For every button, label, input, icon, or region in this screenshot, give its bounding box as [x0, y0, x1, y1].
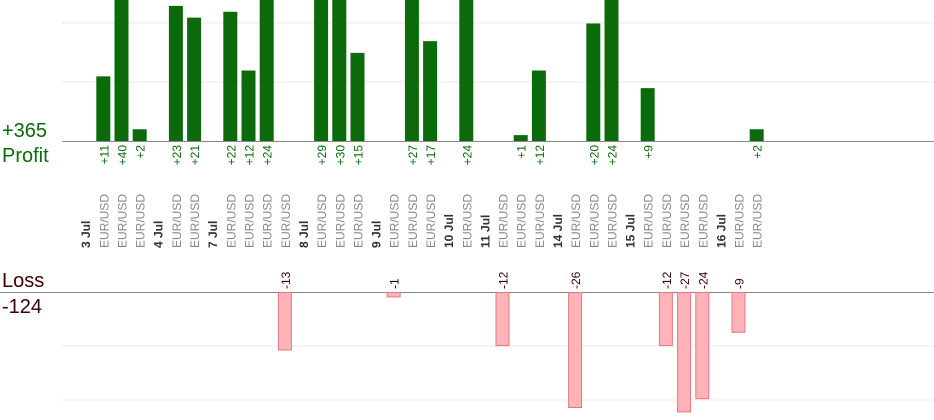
- symbol-label: EUR/USD: [606, 194, 620, 248]
- symbol-label: EUR/USD: [97, 194, 111, 248]
- loss-value-label: -1: [388, 278, 402, 289]
- symbol-label: EUR/USD: [170, 194, 184, 248]
- symbol-label: EUR/USD: [587, 194, 601, 248]
- profit-value-label: +23: [170, 145, 184, 166]
- symbol-label: EUR/USD: [497, 194, 511, 248]
- loss-bar: [386, 292, 401, 298]
- loss-label: Loss: [2, 270, 45, 292]
- symbol-label: EUR/USD: [188, 194, 202, 248]
- symbol-label: EUR/USD: [116, 194, 130, 248]
- date-label: 15 Jul: [624, 214, 638, 248]
- date-label: 16 Jul: [714, 214, 728, 248]
- profit-total: +365: [2, 120, 48, 142]
- symbol-label: EUR/USD: [696, 194, 710, 248]
- symbol-label: EUR/USD: [315, 194, 329, 248]
- loss-total: -124: [2, 296, 43, 318]
- profit-value-label: +17: [424, 145, 438, 166]
- loss-bar: [495, 292, 510, 347]
- date-label: 7 Jul: [206, 221, 220, 248]
- profit-bar: [332, 0, 347, 141]
- profit-bar: [423, 41, 438, 141]
- profit-value-label: +29: [315, 145, 329, 166]
- profit-bar: [513, 135, 528, 141]
- profit-bar: [459, 0, 474, 141]
- symbol-label: EUR/USD: [406, 194, 420, 248]
- profit-bar: [96, 76, 111, 141]
- date-label: 9 Jul: [370, 221, 384, 248]
- profit-bar: [168, 5, 183, 141]
- date-label: 8 Jul: [297, 221, 311, 248]
- symbol-label: EUR/USD: [642, 194, 656, 248]
- date-label: 4 Jul: [152, 221, 166, 248]
- loss-value-label: -12: [497, 271, 511, 289]
- profit-value-label: +12: [243, 145, 257, 166]
- loss-value-label: -13: [279, 271, 293, 289]
- profit-bar: [114, 0, 129, 141]
- profit-value-label: +30: [333, 145, 347, 166]
- loss-bar: [277, 292, 292, 351]
- profit-bar: [586, 23, 601, 141]
- date-label: 3 Jul: [79, 221, 93, 248]
- profit-bar: [531, 70, 546, 141]
- profit-bar: [241, 70, 256, 141]
- loss-bar: [731, 292, 746, 333]
- date-label: 14 Jul: [551, 214, 565, 248]
- profit-value-label: +9: [642, 145, 656, 159]
- profit-value-label: +2: [134, 145, 148, 159]
- profit-value-label: +24: [261, 145, 275, 166]
- loss-value-label: -27: [678, 271, 692, 289]
- profit-value-label: +12: [533, 145, 547, 166]
- profit-value-label: +24: [460, 145, 474, 166]
- date-label: 11 Jul: [478, 215, 492, 248]
- symbol-label: EUR/USD: [515, 194, 529, 248]
- symbol-label: EUR/USD: [352, 194, 366, 248]
- profit-value-label: +11: [97, 145, 111, 165]
- date-label: 10 Jul: [442, 214, 456, 248]
- symbol-label: EUR/USD: [751, 194, 765, 248]
- symbol-label: EUR/USD: [279, 194, 293, 248]
- loss-value-label: -26: [569, 271, 583, 289]
- loss-bar: [695, 292, 710, 400]
- profit-bar: [749, 129, 764, 141]
- profit-value-label: +27: [406, 145, 420, 166]
- profit-value-label: +2: [751, 145, 765, 159]
- symbol-label: EUR/USD: [333, 194, 347, 248]
- profit-bar: [314, 0, 329, 141]
- symbol-label: EUR/USD: [224, 194, 238, 248]
- symbol-label: EUR/USD: [569, 194, 583, 248]
- symbol-label: EUR/USD: [424, 194, 438, 248]
- profit-bar: [223, 11, 238, 141]
- profit-bar: [404, 0, 419, 141]
- profit-value-label: +24: [606, 145, 620, 166]
- loss-value-label: -24: [696, 271, 710, 289]
- profit-value-label: +22: [224, 145, 238, 166]
- profit-value-label: +21: [188, 145, 202, 166]
- profit-label: Profit: [2, 145, 49, 167]
- profit-value-label: +20: [587, 145, 601, 166]
- profit-bar: [604, 0, 619, 141]
- symbol-label: EUR/USD: [243, 194, 257, 248]
- symbol-label: EUR/USD: [533, 194, 547, 248]
- profit-bar: [187, 17, 202, 141]
- loss-bar: [677, 292, 692, 413]
- loss-bar: [658, 292, 673, 347]
- profit-bar: [259, 0, 274, 141]
- profit-bar: [350, 52, 365, 141]
- symbol-label: EUR/USD: [733, 194, 747, 248]
- profit-bar: [640, 88, 655, 141]
- profit-value-label: +1: [515, 145, 529, 159]
- profit-value-label: +15: [352, 145, 366, 166]
- loss-value-label: -9: [733, 278, 747, 289]
- symbol-label: EUR/USD: [460, 194, 474, 248]
- symbol-label: EUR/USD: [660, 194, 674, 248]
- profit-value-label: +40: [116, 145, 130, 166]
- loss-bar: [568, 292, 583, 408]
- symbol-label: EUR/USD: [134, 194, 148, 248]
- profit-bar: [132, 129, 147, 141]
- symbol-label: EUR/USD: [678, 194, 692, 248]
- symbol-label: EUR/USD: [388, 194, 402, 248]
- loss-value-label: -12: [660, 271, 674, 289]
- symbol-label: EUR/USD: [261, 194, 275, 248]
